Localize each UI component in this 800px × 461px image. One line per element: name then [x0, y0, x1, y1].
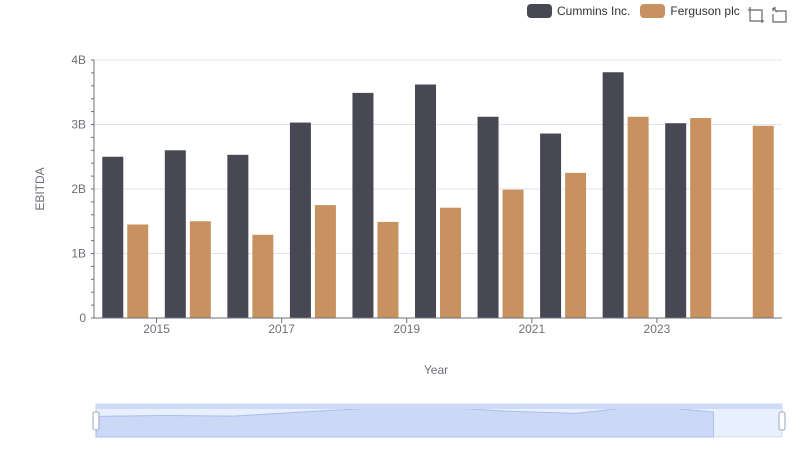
x-tick-label: 2021: [518, 322, 545, 336]
legend: Cummins Inc. Ferguson plc: [527, 4, 750, 18]
bar-cummins-2021[interactable]: [540, 133, 562, 318]
data-zoom-handle-right[interactable]: [778, 411, 786, 431]
y-tick-label: 4B: [71, 53, 86, 67]
bar-ferguson-2023[interactable]: [690, 118, 712, 318]
x-tick-label: 2019: [393, 322, 420, 336]
bar-ferguson-2019[interactable]: [440, 207, 461, 318]
y-axis-label: EBITDA: [33, 167, 47, 210]
bar-cummins-2022[interactable]: [602, 72, 624, 318]
bar-cummins-2017[interactable]: [289, 122, 311, 318]
y-axis: 0 1B 2B 3B 4B: [71, 53, 95, 325]
bars: [102, 72, 774, 319]
x-axis-label: Year: [424, 363, 448, 377]
legend-swatch-cummins: [527, 4, 552, 18]
bar-cummins-2018[interactable]: [352, 92, 374, 319]
toolbox: [747, 6, 795, 24]
bar-ferguson-2021[interactable]: [565, 172, 587, 318]
bar-cummins-2023[interactable]: [665, 123, 687, 319]
bar-ferguson-2017[interactable]: [314, 205, 336, 318]
bar-ferguson-2022[interactable]: [627, 116, 649, 318]
legend-item-ferguson[interactable]: Ferguson plc: [640, 4, 740, 18]
legend-swatch-ferguson: [640, 4, 666, 18]
x-tick-label: 2017: [268, 322, 295, 336]
bar-cummins-2014[interactable]: [102, 156, 124, 318]
x-tick-label: 2015: [143, 322, 170, 336]
y-tick-label: 0: [79, 311, 86, 325]
x-axis: 2015 2017 2019 2021 2023: [94, 317, 782, 336]
bar-ferguson-2024[interactable]: [752, 125, 774, 318]
bar-ferguson-2016[interactable]: [252, 234, 274, 318]
bar-cummins-2016[interactable]: [227, 154, 249, 318]
legend-label-ferguson: Ferguson plc: [670, 4, 740, 18]
y-tick-label: 3B: [71, 118, 86, 132]
bar-cummins-2020[interactable]: [477, 116, 499, 318]
data-zoom-move-bar[interactable]: [96, 404, 782, 409]
data-zoom-handle-left[interactable]: [92, 411, 100, 431]
legend-label-cummins: Cummins Inc.: [557, 4, 631, 18]
legend-item-cummins[interactable]: Cummins Inc.: [527, 4, 630, 18]
bar-ferguson-2014[interactable]: [127, 224, 149, 318]
bar-ferguson-2018[interactable]: [377, 221, 399, 318]
zoom-icon[interactable]: [747, 6, 765, 24]
data-zoom-slider[interactable]: [92, 403, 786, 438]
bar-ferguson-2020[interactable]: [502, 189, 524, 318]
bar-ferguson-2015[interactable]: [189, 221, 211, 318]
restore-icon[interactable]: [771, 6, 789, 24]
bar-cummins-2015[interactable]: [164, 150, 186, 318]
bar-cummins-2019[interactable]: [415, 84, 436, 318]
y-tick-label: 2B: [71, 182, 86, 196]
x-tick-label: 2023: [644, 322, 671, 336]
y-tick-label: 1B: [71, 247, 86, 261]
